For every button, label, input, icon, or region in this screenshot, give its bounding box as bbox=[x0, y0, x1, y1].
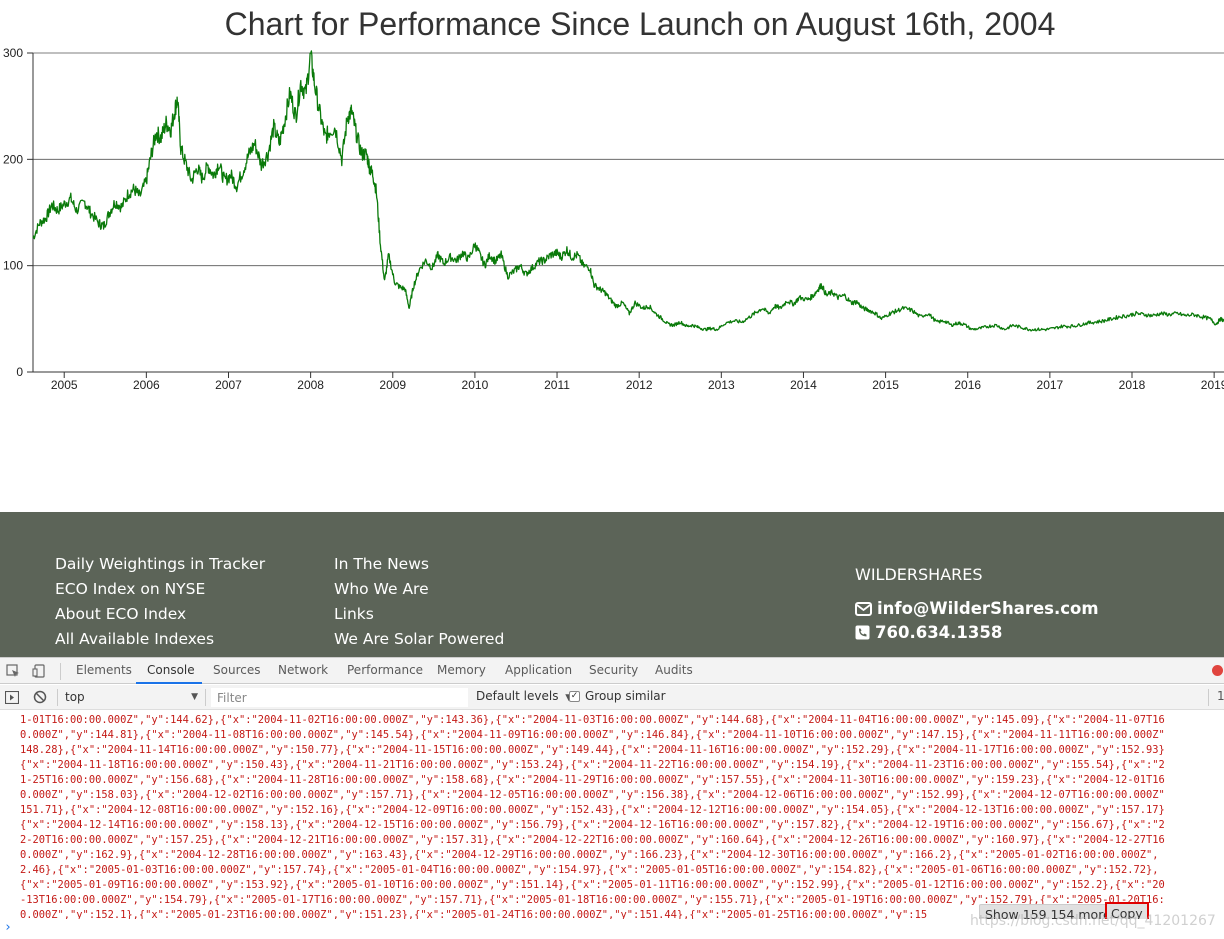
y-tick-label: 300 bbox=[3, 46, 23, 60]
x-tick-label: 2005 bbox=[51, 378, 78, 392]
footer-link-solar-powered[interactable]: We Are Solar Powered bbox=[334, 630, 505, 648]
footer-link-in-the-news[interactable]: In The News bbox=[334, 555, 429, 573]
toolbar-divider bbox=[205, 689, 206, 706]
x-tick-label: 2010 bbox=[462, 378, 489, 392]
message-count: 1 bbox=[1217, 689, 1224, 703]
console-log-line: {"x":"2004-11-18T16:00:00.000Z","y":150.… bbox=[20, 759, 1165, 771]
console-log-line: 2.46},{"x":"2005-01-03T16:00:00.000Z","y… bbox=[20, 864, 1159, 876]
tab-audits[interactable]: Audits bbox=[655, 663, 693, 677]
x-tick-label: 2013 bbox=[708, 378, 735, 392]
x-tick-label: 2008 bbox=[297, 378, 324, 392]
device-toolbar-icon[interactable] bbox=[30, 662, 48, 680]
dropdown-arrow-icon: ▼ bbox=[191, 692, 198, 702]
log-levels-dropdown[interactable]: Default levels ▼ bbox=[476, 689, 572, 703]
envelope-icon bbox=[855, 601, 872, 616]
tab-elements[interactable]: Elements bbox=[76, 663, 132, 677]
show-sidebar-icon[interactable] bbox=[3, 688, 21, 706]
footer-phone-text: 760.634.1358 bbox=[875, 623, 1003, 642]
x-tick-label: 2015 bbox=[872, 378, 899, 392]
toolbar-divider bbox=[1208, 689, 1209, 706]
footer-link-eco-index-nyse[interactable]: ECO Index on NYSE bbox=[55, 580, 206, 598]
x-tick-label: 2019 bbox=[1201, 378, 1224, 392]
clear-console-icon[interactable] bbox=[31, 688, 49, 706]
tab-network[interactable]: Network bbox=[278, 663, 329, 677]
chart-title: Chart for Performance Since Launch on Au… bbox=[224, 6, 1056, 42]
footer-link-who-we-are[interactable]: Who We Are bbox=[334, 580, 429, 598]
x-tick-label: 2009 bbox=[379, 378, 406, 392]
console-log-line: 151.71},{"x":"2004-12-08T16:00:00.000Z",… bbox=[20, 804, 1165, 816]
console-output: 1-01T16:00:00.000Z","y":144.62},{"x":"20… bbox=[0, 711, 1224, 919]
checkbox-checked-icon[interactable]: ✓ bbox=[569, 690, 580, 702]
levels-arrow-icon: ▼ bbox=[565, 693, 572, 703]
context-value: top bbox=[65, 690, 85, 704]
chart-area: Chart for Performance Since Launch on Au… bbox=[2, 6, 1224, 392]
inspect-element-icon[interactable] bbox=[4, 662, 22, 680]
console-log-line: {"x":"2005-01-09T16:00:00.000Z","y":153.… bbox=[20, 879, 1165, 891]
tab-application[interactable]: Application bbox=[505, 663, 573, 677]
close-devtools-icon[interactable] bbox=[1212, 665, 1223, 676]
console-prompt-icon[interactable]: › bbox=[4, 920, 12, 935]
console-log-line: 1-25T16:00:00.000Z","y":156.68},{"x":"20… bbox=[20, 774, 1165, 786]
performance-chart: 0 100 200 300 2005 2006 2007 2008 2009 2010 2011 20… bbox=[3, 46, 1224, 392]
show-more-button[interactable]: Show 159 154 more bbox=[979, 904, 1117, 919]
y-tick-label: 100 bbox=[3, 259, 23, 273]
console-log-line: 0.000Z","y":152.1},{"x":"2005-01-23T16:0… bbox=[20, 909, 928, 919]
console-log-line: 0.000Z","y":144.81},{"x":"2004-11-08T16:… bbox=[20, 729, 1165, 741]
tab-security[interactable]: Security bbox=[589, 663, 639, 677]
context-select[interactable]: top ▼ bbox=[65, 688, 200, 707]
x-tick-label: 2018 bbox=[1119, 378, 1146, 392]
footer-phone[interactable]: 760.634.1358 bbox=[855, 623, 1002, 642]
console-log-line: 0.000Z","y":158.03},{"x":"2004-12-02T16:… bbox=[20, 789, 1165, 801]
console-toolbar: top ▼ Default levels ▼ ✓ Group similar 1 bbox=[0, 685, 1224, 710]
console-log-line: {"x":"2004-12-14T16:00:00.000Z","y":158.… bbox=[20, 819, 1165, 831]
filter-input[interactable] bbox=[211, 688, 468, 707]
footer-brand: WILDERSHARES bbox=[855, 565, 983, 584]
group-similar-label: Group similar bbox=[585, 689, 666, 703]
console-log-line: 1-01T16:00:00.000Z","y":144.62},{"x":"20… bbox=[20, 714, 1165, 726]
copy-button[interactable]: Copy bbox=[1105, 902, 1149, 919]
x-tick-label: 2012 bbox=[626, 378, 653, 392]
x-tick-label: 2011 bbox=[544, 378, 570, 392]
tab-memory[interactable]: Memory bbox=[437, 663, 486, 677]
x-tick-label: 2017 bbox=[1037, 378, 1064, 392]
phone-icon bbox=[855, 625, 870, 640]
log-levels-label: Default levels bbox=[476, 689, 559, 703]
devtools-panel: Elements Console Sources Network Perform… bbox=[0, 657, 1224, 939]
console-log-line: 0.000Z","y":162.9},{"x":"2004-12-28T16:0… bbox=[20, 849, 1159, 861]
tab-console[interactable]: Console bbox=[136, 658, 202, 684]
x-tick-label: 2007 bbox=[215, 378, 242, 392]
series-line-0 bbox=[32, 50, 1224, 332]
footer-link-all-indexes[interactable]: All Available Indexes bbox=[55, 630, 215, 648]
x-tick-label: 2006 bbox=[133, 378, 160, 392]
tab-divider bbox=[60, 663, 61, 680]
y-tick-label: 200 bbox=[3, 152, 23, 166]
footer-email-text: info@WilderShares.com bbox=[877, 599, 1099, 618]
devtools-tabbar: Elements Console Sources Network Perform… bbox=[0, 658, 1224, 684]
site-footer: Daily Weightings in Tracker ECO Index on… bbox=[0, 512, 1224, 657]
toolbar-divider bbox=[57, 689, 58, 706]
console-log-line: -13T16:00:00.000Z","y":154.79},{"x":"200… bbox=[20, 894, 1165, 906]
footer-link-daily-weightings[interactable]: Daily Weightings in Tracker bbox=[55, 555, 266, 573]
console-log-line: 148.28},{"x":"2004-11-14T16:00:00.000Z",… bbox=[20, 744, 1165, 756]
x-tick-label: 2014 bbox=[790, 378, 817, 392]
tab-sources[interactable]: Sources bbox=[213, 663, 261, 677]
console-log-line: 2-20T16:00:00.000Z","y":157.25},{"x":"20… bbox=[20, 834, 1165, 846]
footer-email[interactable]: info@WilderShares.com bbox=[855, 599, 1099, 618]
footer-link-links[interactable]: Links bbox=[334, 605, 374, 623]
group-similar-toggle[interactable]: ✓ Group similar bbox=[569, 689, 666, 703]
tab-performance[interactable]: Performance bbox=[347, 663, 424, 677]
footer-link-about-eco-index[interactable]: About ECO Index bbox=[55, 605, 187, 623]
x-tick-label: 2016 bbox=[954, 378, 981, 392]
y-tick-label: 0 bbox=[16, 365, 23, 379]
